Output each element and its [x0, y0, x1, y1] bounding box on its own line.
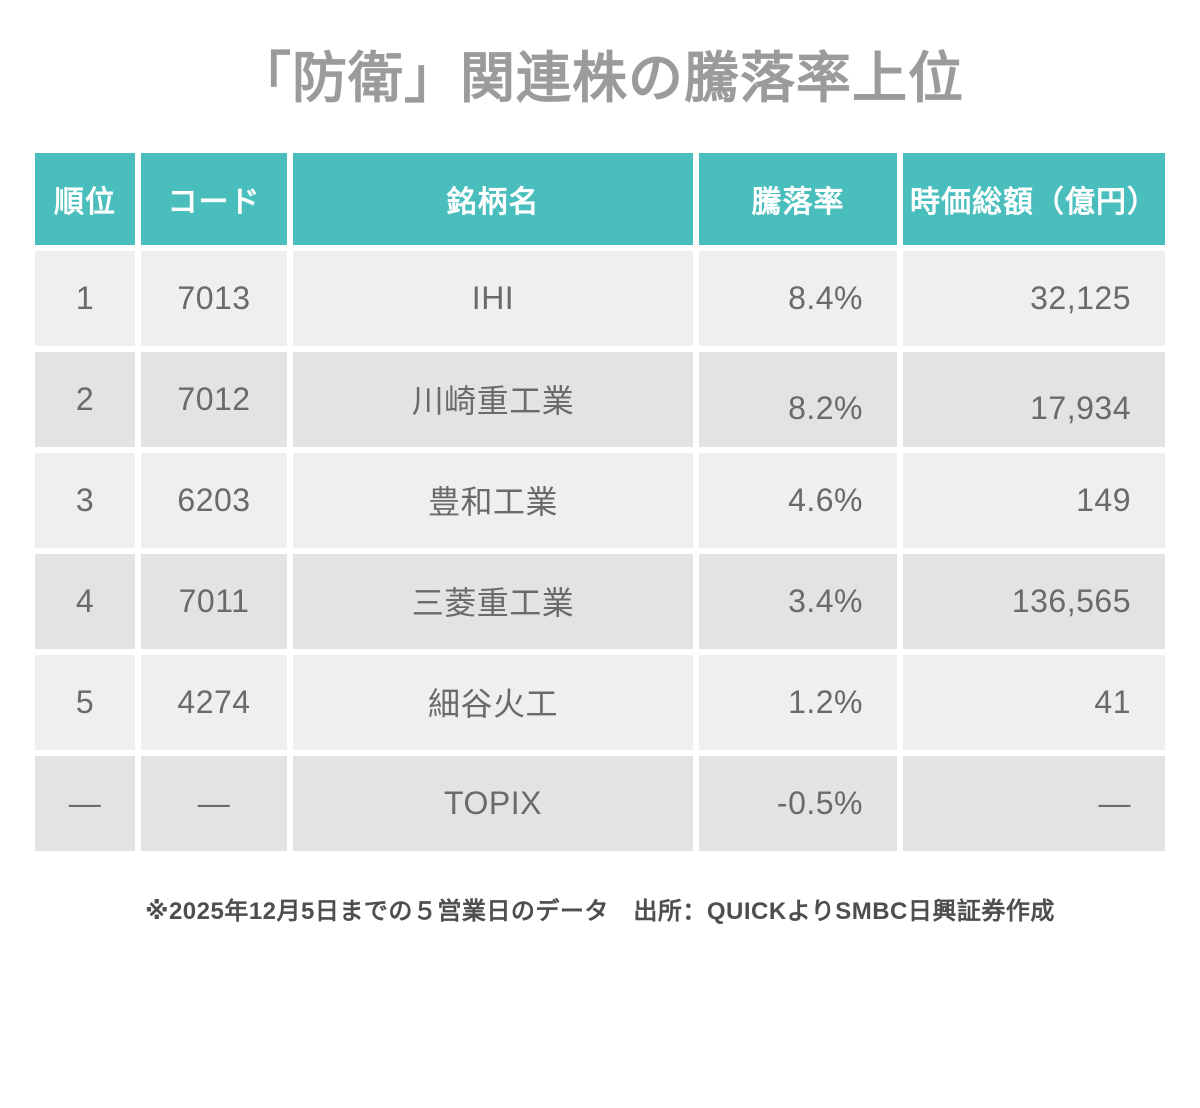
cell-change: 8.4%	[699, 250, 897, 346]
table-row-5: 5 4274 細谷火工 1.2% 41	[35, 654, 1165, 750]
cell-rank: 5	[35, 654, 135, 750]
cell-name: 三菱重工業	[293, 553, 693, 649]
column-header-marketcap: 時価総額（億円）	[903, 152, 1165, 245]
cell-name: 豊和工業	[293, 452, 693, 548]
cell-code: 7011	[141, 553, 287, 649]
cell-name: TOPIX	[293, 755, 693, 851]
column-header-rank: 順位	[35, 152, 135, 245]
cell-marketcap: 136,565	[903, 553, 1165, 649]
header-row: 順位 コード 銘柄名 騰落率 時価総額（億円）	[35, 152, 1165, 245]
cell-change: 3.4%	[699, 553, 897, 649]
table-row-2: 2 7012 川崎重工業 8.2% 17,934	[35, 351, 1165, 447]
cell-code: 7012	[141, 351, 287, 447]
cell-name: 川崎重工業	[293, 351, 693, 447]
table-row-3: 3 6203 豊和工業 4.6% 149	[35, 452, 1165, 548]
page-title: 「防衛」関連株の騰落率上位	[235, 47, 964, 109]
cell-marketcap: 149	[903, 452, 1165, 548]
cell-name: 細谷火工	[293, 654, 693, 750]
column-header-change: 騰落率	[699, 152, 897, 245]
table-row-topix: — — TOPIX -0.5% —	[35, 755, 1165, 851]
footnote: ※2025年12月5日までの５営業日のデータ 出所：QUICKよりSMBC日興証…	[145, 897, 1055, 925]
cell-rank: —	[35, 755, 135, 851]
cell-change: 4.6%	[699, 452, 897, 548]
cell-name: IHI	[293, 250, 693, 346]
cell-marketcap: 41	[903, 654, 1165, 750]
cell-rank: 3	[35, 452, 135, 548]
cell-marketcap: 17,934	[903, 351, 1165, 447]
cell-code: 6203	[141, 452, 287, 548]
cell-marketcap: 32,125	[903, 250, 1165, 346]
defense-stocks-infographic: 「防衛」関連株の騰落率上位 順位 コード 銘柄名 騰落率 時価総額（億円） 1 …	[0, 44, 1200, 1108]
stock-ranking-table: 順位 コード 銘柄名 騰落率 時価総額（億円） 1 7013 IHI 8.4% …	[29, 147, 1171, 857]
cell-change: -0.5%	[699, 755, 897, 851]
table-row-1: 1 7013 IHI 8.4% 32,125	[35, 250, 1165, 346]
cell-code: 7013	[141, 250, 287, 346]
cell-code: —	[141, 755, 287, 851]
table-row-4: 4 7011 三菱重工業 3.4% 136,565	[35, 553, 1165, 649]
cell-change: 1.2%	[699, 654, 897, 750]
table-body: 1 7013 IHI 8.4% 32,125 2 7012 川崎重工業 8.2%…	[35, 250, 1165, 851]
column-header-code: コード	[141, 152, 287, 245]
cell-marketcap: —	[903, 755, 1165, 851]
table-header: 順位 コード 銘柄名 騰落率 時価総額（億円）	[35, 152, 1165, 245]
column-header-name: 銘柄名	[293, 152, 693, 245]
cell-rank: 2	[35, 351, 135, 447]
cell-rank: 4	[35, 553, 135, 649]
cell-change: 8.2%	[699, 351, 897, 447]
cell-rank: 1	[35, 250, 135, 346]
cell-code: 4274	[141, 654, 287, 750]
